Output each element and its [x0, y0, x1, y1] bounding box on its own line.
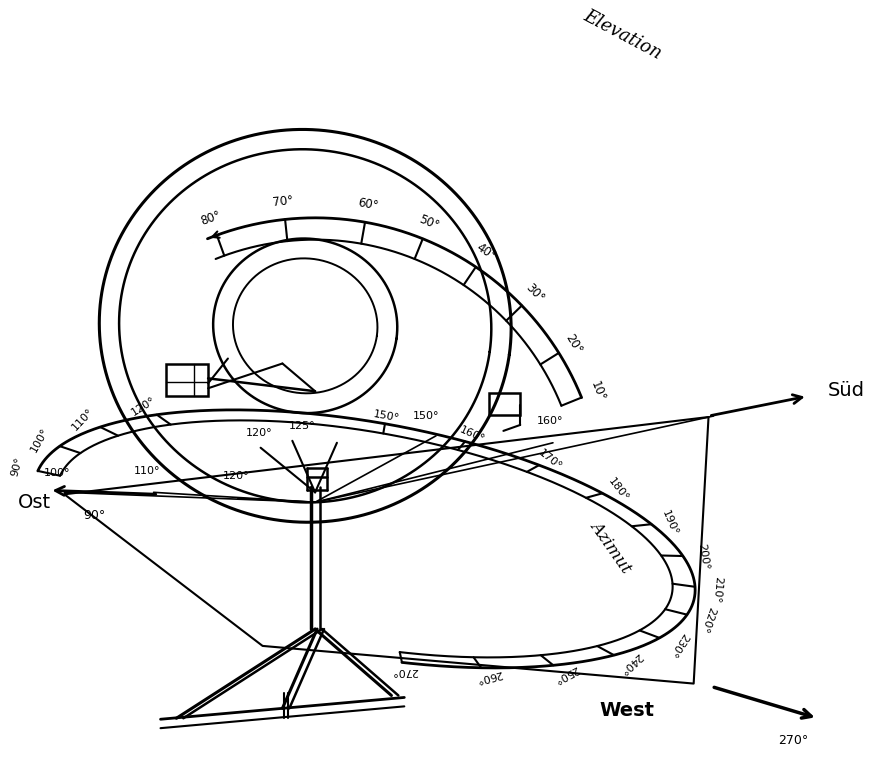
Text: 160°: 160°	[536, 416, 562, 426]
Text: 180°: 180°	[605, 477, 629, 504]
Text: 120°: 120°	[222, 471, 249, 481]
Text: 120°: 120°	[129, 395, 157, 418]
Text: 110°: 110°	[133, 466, 160, 476]
Text: Azimut: Azimut	[587, 517, 634, 576]
Text: 50°: 50°	[417, 213, 441, 232]
Text: 120°: 120°	[246, 428, 273, 438]
Text: 30°: 30°	[522, 281, 546, 305]
Text: 200°: 200°	[696, 543, 710, 571]
Text: 220°: 220°	[698, 605, 716, 634]
Text: 90°: 90°	[10, 456, 24, 477]
Text: 110°: 110°	[70, 407, 96, 433]
Text: 70°: 70°	[272, 194, 294, 209]
Text: 125°: 125°	[289, 421, 315, 431]
Text: 190°: 190°	[660, 509, 680, 537]
Text: 210°: 210°	[710, 576, 722, 604]
Text: 100°: 100°	[44, 467, 70, 477]
Text: West: West	[599, 701, 654, 720]
Text: Ost: Ost	[18, 493, 51, 512]
Text: 150°: 150°	[413, 411, 439, 421]
Text: 270°: 270°	[777, 734, 807, 747]
Text: 240°: 240°	[616, 650, 643, 675]
Text: 230°: 230°	[667, 631, 689, 658]
Text: 60°: 60°	[356, 196, 379, 213]
Text: 40°: 40°	[473, 241, 497, 263]
Text: 10°: 10°	[587, 379, 607, 403]
Text: 160°: 160°	[457, 425, 485, 445]
Text: 80°: 80°	[199, 209, 222, 228]
Text: 270°: 270°	[390, 666, 417, 676]
Text: 100°: 100°	[29, 426, 50, 454]
Text: 150°: 150°	[372, 409, 400, 424]
Text: Elevation: Elevation	[580, 6, 664, 62]
Text: Süd: Süd	[826, 380, 864, 400]
Text: 20°: 20°	[562, 331, 584, 356]
Text: 260°: 260°	[474, 668, 502, 685]
Bar	[488, 393, 520, 415]
Text: 170°: 170°	[536, 448, 563, 472]
Text: 90°: 90°	[83, 509, 105, 521]
Bar	[166, 364, 208, 397]
Text: 250°: 250°	[551, 663, 579, 685]
